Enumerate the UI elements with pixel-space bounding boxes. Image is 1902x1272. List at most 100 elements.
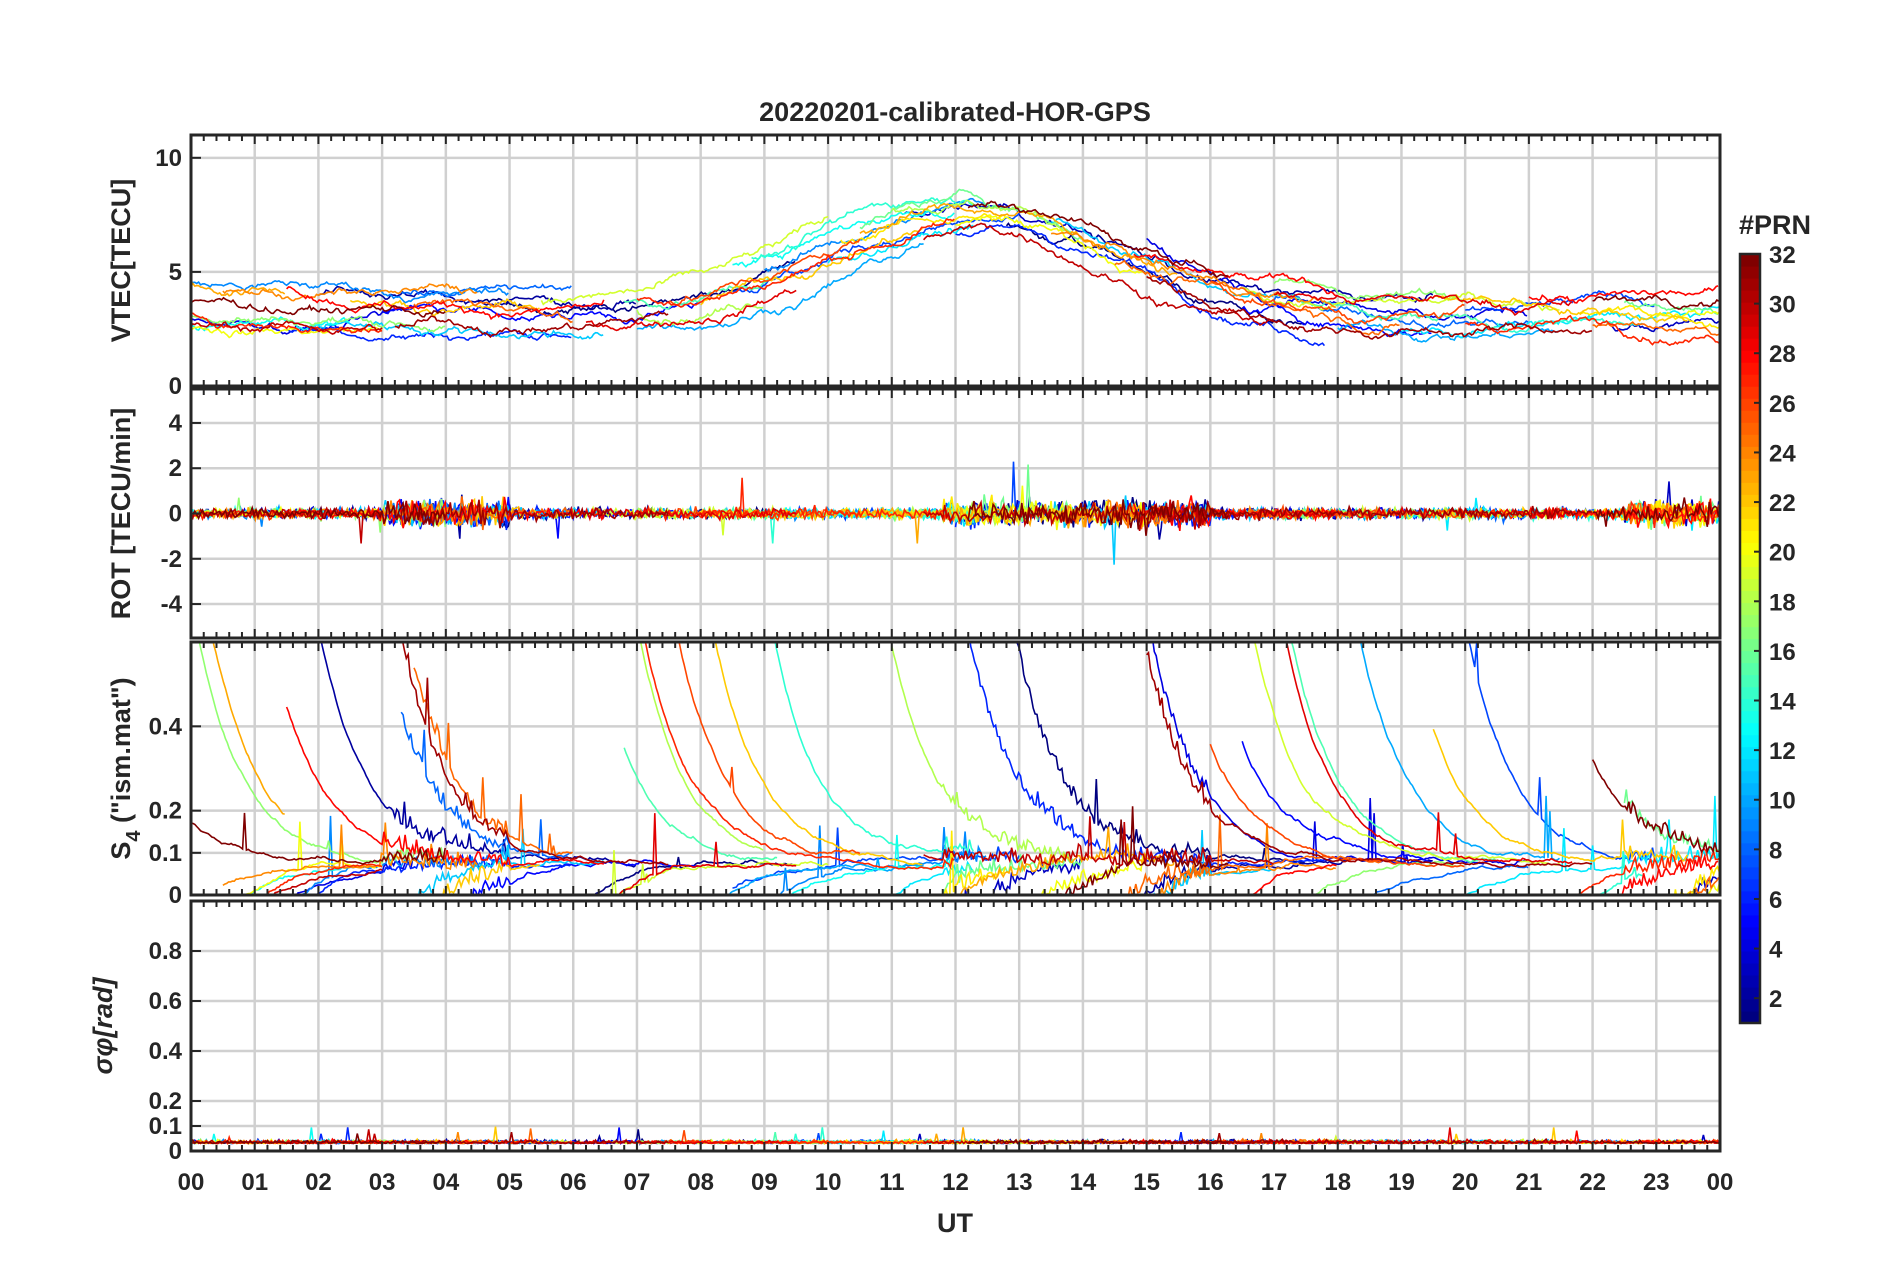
series-line-prn-25: [413, 298, 573, 324]
colorbar-segment: [1740, 842, 1760, 856]
x-tick-label: 18: [1324, 1169, 1351, 1196]
series-line-prn-31: [394, 310, 669, 339]
colorbar-segment: [1740, 398, 1760, 411]
colorbar-segment: [1740, 578, 1760, 592]
x-tick-label: 11: [879, 1169, 904, 1196]
colorbar-segment: [1740, 758, 1760, 772]
colorbar-tick-label: 4: [1769, 937, 1783, 964]
series-line-prn-32: [191, 296, 446, 318]
colorbar-segment: [1740, 470, 1760, 483]
series-line-prn-31: [394, 499, 669, 529]
x-tick-label: 00: [1707, 1169, 1734, 1196]
series-line-prn-32: [967, 200, 1229, 279]
series-line-prn-26: [1209, 743, 1465, 868]
y-tick-label: 0.1: [149, 1113, 182, 1140]
series-line-prn-10: [1359, 642, 1560, 862]
colorbar-segment: [1740, 734, 1760, 748]
series-line-prn-30: [923, 816, 1274, 867]
series-line-prn-4: [295, 858, 414, 895]
y-tick-label: 0.1: [149, 840, 182, 867]
plot-frame: [189, 640, 1722, 897]
colorbar-segment: [1740, 566, 1760, 580]
series-line-prn-23: [955, 826, 1178, 895]
series-line-prn-12: [1463, 795, 1720, 895]
colorbar-segment: [1740, 698, 1760, 712]
colorbar-segment: [1740, 350, 1760, 363]
colorbar-tick-label: 22: [1769, 490, 1796, 517]
series-line-prn-24: [1153, 823, 1337, 895]
series-line-prn-20: [1697, 882, 1720, 895]
colorbar-tick-label: 6: [1769, 887, 1782, 914]
x-tick-label: 12: [942, 1169, 969, 1196]
colorbar-frame: [1738, 252, 1762, 1025]
series-line-prn-6: [286, 326, 572, 342]
colorbar-segment: [1740, 902, 1760, 916]
series-line-prn-7: [732, 827, 1020, 889]
colorbar-tick-label: 26: [1769, 391, 1796, 418]
colorbar-segment: [1740, 602, 1760, 616]
colorbar-segment: [1740, 914, 1760, 928]
series-line-prn-9: [763, 197, 987, 273]
series-line-prn-22: [349, 297, 540, 317]
colorbar-segment: [1740, 506, 1760, 519]
colorbar-segment: [1740, 266, 1760, 279]
colorbar-segment: [1740, 938, 1760, 952]
series-line-prn-11: [1153, 829, 1273, 895]
colorbar-segment: [1740, 314, 1760, 327]
series-line-prn-5: [1241, 741, 1432, 863]
series-line-prn-8: [400, 711, 572, 859]
y-tick-label: 0.6: [149, 988, 182, 1015]
series-line-prn-29: [1285, 642, 1573, 865]
series-line-prn-30: [191, 320, 383, 335]
x-tick-label: 17: [1261, 1169, 1288, 1196]
y-axis-label: S4 ("ism.mat"): [106, 677, 145, 859]
colorbar-segment: [1740, 290, 1760, 303]
y-axis-label: ROT [TECU/min]: [106, 408, 136, 619]
series-group: [191, 1126, 1720, 1146]
colorbar-segment: [1740, 890, 1760, 904]
colorbar-tick-label: 24: [1769, 440, 1796, 467]
y-tick-label: 0: [169, 1138, 182, 1165]
colorbar-segment: [1740, 866, 1760, 880]
colorbar-segment: [1740, 254, 1760, 267]
x-tick-label: 02: [305, 1169, 332, 1196]
series-line-prn-19: [1242, 286, 1560, 312]
series-line-prn-25: [1688, 875, 1720, 895]
series-line-prn-27: [636, 1138, 955, 1145]
series-line-prn-22: [700, 227, 923, 306]
series-line-prn-27: [191, 312, 383, 334]
series-line-prn-2: [318, 285, 637, 311]
colorbar-tick-label: 16: [1769, 639, 1796, 666]
x-tick-label: 13: [1006, 1169, 1033, 1196]
x-tick-label: 16: [1197, 1169, 1224, 1196]
x-tick-label: 07: [624, 1169, 651, 1196]
colorbar-segment: [1740, 326, 1760, 339]
series-line-prn-27: [1465, 314, 1720, 347]
series-line-prn-18: [891, 199, 1070, 235]
colorbar-segment: [1740, 710, 1760, 724]
colorbar-segment: [1740, 626, 1760, 640]
series-line-prn-16: [939, 852, 1083, 895]
colorbar-segment: [1740, 794, 1760, 808]
colorbar-segment: [1740, 422, 1760, 435]
colorbar-segment: [1740, 338, 1760, 351]
colorbar-segment: [1740, 746, 1760, 760]
y-tick-label: 0: [169, 373, 182, 400]
colorbar-segment: [1740, 830, 1760, 844]
colorbar-segment: [1740, 278, 1760, 291]
colorbar-segment: [1740, 854, 1760, 868]
series-line-prn-19: [611, 850, 829, 895]
series-line-prn-27: [636, 217, 955, 308]
y-tick-label: 10: [155, 145, 182, 172]
series-line-prn-22: [1432, 294, 1688, 324]
colorbar-segment: [1740, 434, 1760, 447]
x-tick-label: 10: [815, 1169, 842, 1196]
series-line-prn-14: [1596, 851, 1643, 895]
series-line-prn-5: [381, 301, 700, 325]
series-line-prn-9: [778, 825, 987, 895]
series-line-prn-20: [1655, 309, 1720, 320]
colorbar-segment: [1740, 674, 1760, 688]
colorbar-segment: [1740, 782, 1760, 796]
y-axis-label: VTEC[TECU]: [106, 179, 136, 343]
